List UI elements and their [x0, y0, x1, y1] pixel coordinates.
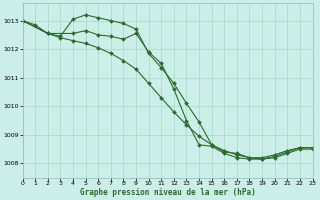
- X-axis label: Graphe pression niveau de la mer (hPa): Graphe pression niveau de la mer (hPa): [80, 188, 255, 197]
